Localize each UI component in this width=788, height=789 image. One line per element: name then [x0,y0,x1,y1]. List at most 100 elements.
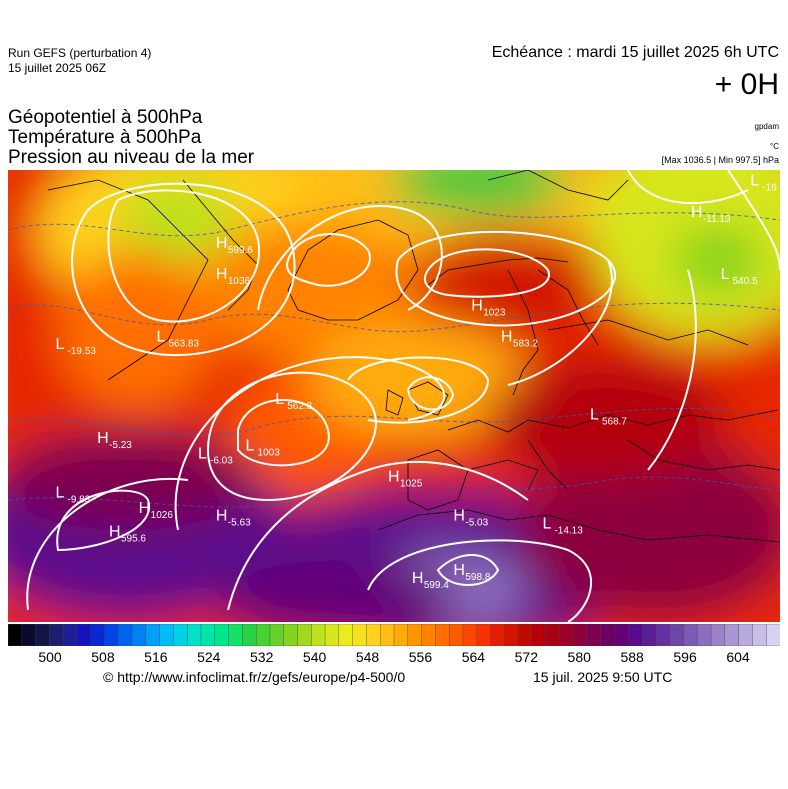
high-pressure-symbol: H [216,508,228,525]
pressure-center-value: -9.83 [68,494,91,505]
pressure-center-value: 562.8 [287,401,312,412]
colorbar-swatch [62,624,78,646]
pressure-center-value: 583.2 [513,338,538,349]
pressure-center-value: 599.6 [228,245,253,256]
pressure-center-value: -19.53 [68,346,97,357]
pressure-center-value: -5.03 [465,518,488,529]
low-pressure-symbol: L [156,328,165,345]
colorbar-swatch [90,624,106,646]
pressure-range: [Max 1036.5 | Min 997.5] hPa [661,155,779,165]
colorbar-tick-label: 540 [302,649,327,665]
colorbar-swatch [462,624,478,646]
pressure-center-value: 1025 [400,479,423,490]
pressure-center-value: 568.7 [602,416,627,427]
variable-geopotential: Géopotentiel à 500hPa [8,107,203,128]
high-pressure-symbol: H [453,508,465,525]
colorbar-swatch [628,624,643,646]
colorbar-tick-label: 516 [144,649,168,665]
geopotential-field [8,170,780,622]
colorbar-swatch [614,624,630,646]
colorbar-swatch [283,624,299,646]
pressure-center-value: -5.23 [109,440,132,451]
high-pressure-symbol: H [388,469,400,486]
colorbar-swatch [476,624,492,646]
colorbar-swatch [311,624,326,646]
colorbar-swatch [76,624,92,646]
high-pressure-symbol: H [216,266,228,283]
high-pressure-symbol: H [471,297,483,314]
colorbar-tick-label: 500 [38,649,62,665]
low-pressure-symbol: L [542,515,551,532]
colorbar-tick-label: 580 [567,649,591,665]
low-pressure-symbol: L [721,266,730,283]
colorbar-swatch [35,624,51,646]
colorbar-swatch [187,624,202,646]
colorbar-swatch [752,624,767,646]
high-pressure-symbol: H [109,523,121,540]
pressure-center-value: 1003 [258,448,281,459]
colorbar-tick-label: 572 [514,649,538,665]
low-pressure-symbol: L [275,391,284,408]
pressure-center-value: 540.5 [733,276,758,287]
timestamp: 15 juil. 2025 9:50 UTC [533,669,673,685]
unit-temperature: °C [770,142,779,151]
colorbar-swatch [600,624,616,646]
colorbar-swatch [228,624,244,646]
high-pressure-symbol: H [412,570,424,587]
colorbar-swatch [131,624,147,646]
colorbar-swatch [669,624,685,646]
colorbar-swatch [380,624,395,646]
coastlines [47,170,780,543]
colorbar-swatch [641,624,657,646]
colorbar-swatch [448,624,464,646]
colorbar [8,624,780,646]
colorbar-swatch [531,624,547,646]
variable-temperature: Température à 500hPa [8,127,202,148]
pressure-center-value: 1026 [151,510,174,521]
high-pressure-symbol: H [691,204,703,221]
colorbar-swatch [200,624,216,646]
lead-time: + 0H [714,68,779,101]
colorbar-tick-label: 508 [91,649,115,665]
colorbar-tick-label: 532 [250,649,274,665]
colorbar-swatch [655,624,671,646]
colorbar-tick-label: 556 [408,649,433,665]
colorbar-swatch [297,624,312,646]
unit-geopotential: gpdam [754,122,779,131]
colorbar-swatch [242,624,257,646]
pressure-center-value: 1036 [228,276,251,287]
colorbar-tick-label: 596 [673,649,697,665]
colorbar-tick-label: 524 [197,649,221,665]
colorbar-swatch [324,624,340,646]
high-pressure-symbol: H [453,562,465,579]
colorbar-swatch [766,624,780,646]
colorbar-swatch [269,624,285,646]
colorbar-swatch [545,624,561,646]
colorbar-swatch [21,624,37,646]
colorbar-swatch [118,624,133,646]
low-pressure-symbol: L [750,173,759,190]
credit-link[interactable]: © http://www.infoclimat.fr/z/gefs/europe… [103,669,406,685]
pressure-center-value: -11.13 [703,214,731,225]
pressure-center-value: -6.03 [210,455,233,466]
low-pressure-symbol: L [198,445,207,462]
isotherms [8,201,780,508]
colorbar-swatch [8,624,23,646]
colorbar-swatch [214,624,230,646]
colorbar-swatch [421,624,437,646]
colorbar-swatch [490,624,505,646]
colorbar-swatch [393,624,409,646]
colorbar-swatch [683,624,698,646]
colorbar-swatch [710,624,726,646]
colorbar-swatch [517,624,533,646]
colorbar-swatch [173,624,188,646]
high-pressure-symbol: H [216,235,228,252]
colorbar-swatch [697,624,712,646]
variable-pressure: Pression au niveau de la mer [8,147,255,168]
low-pressure-symbol: L [246,438,255,455]
colorbar-swatch [559,624,574,646]
pressure-center-value: -16 [762,183,777,194]
pressure-center-value: 598.8 [465,572,490,583]
colorbar-tick-label: 604 [726,649,750,665]
